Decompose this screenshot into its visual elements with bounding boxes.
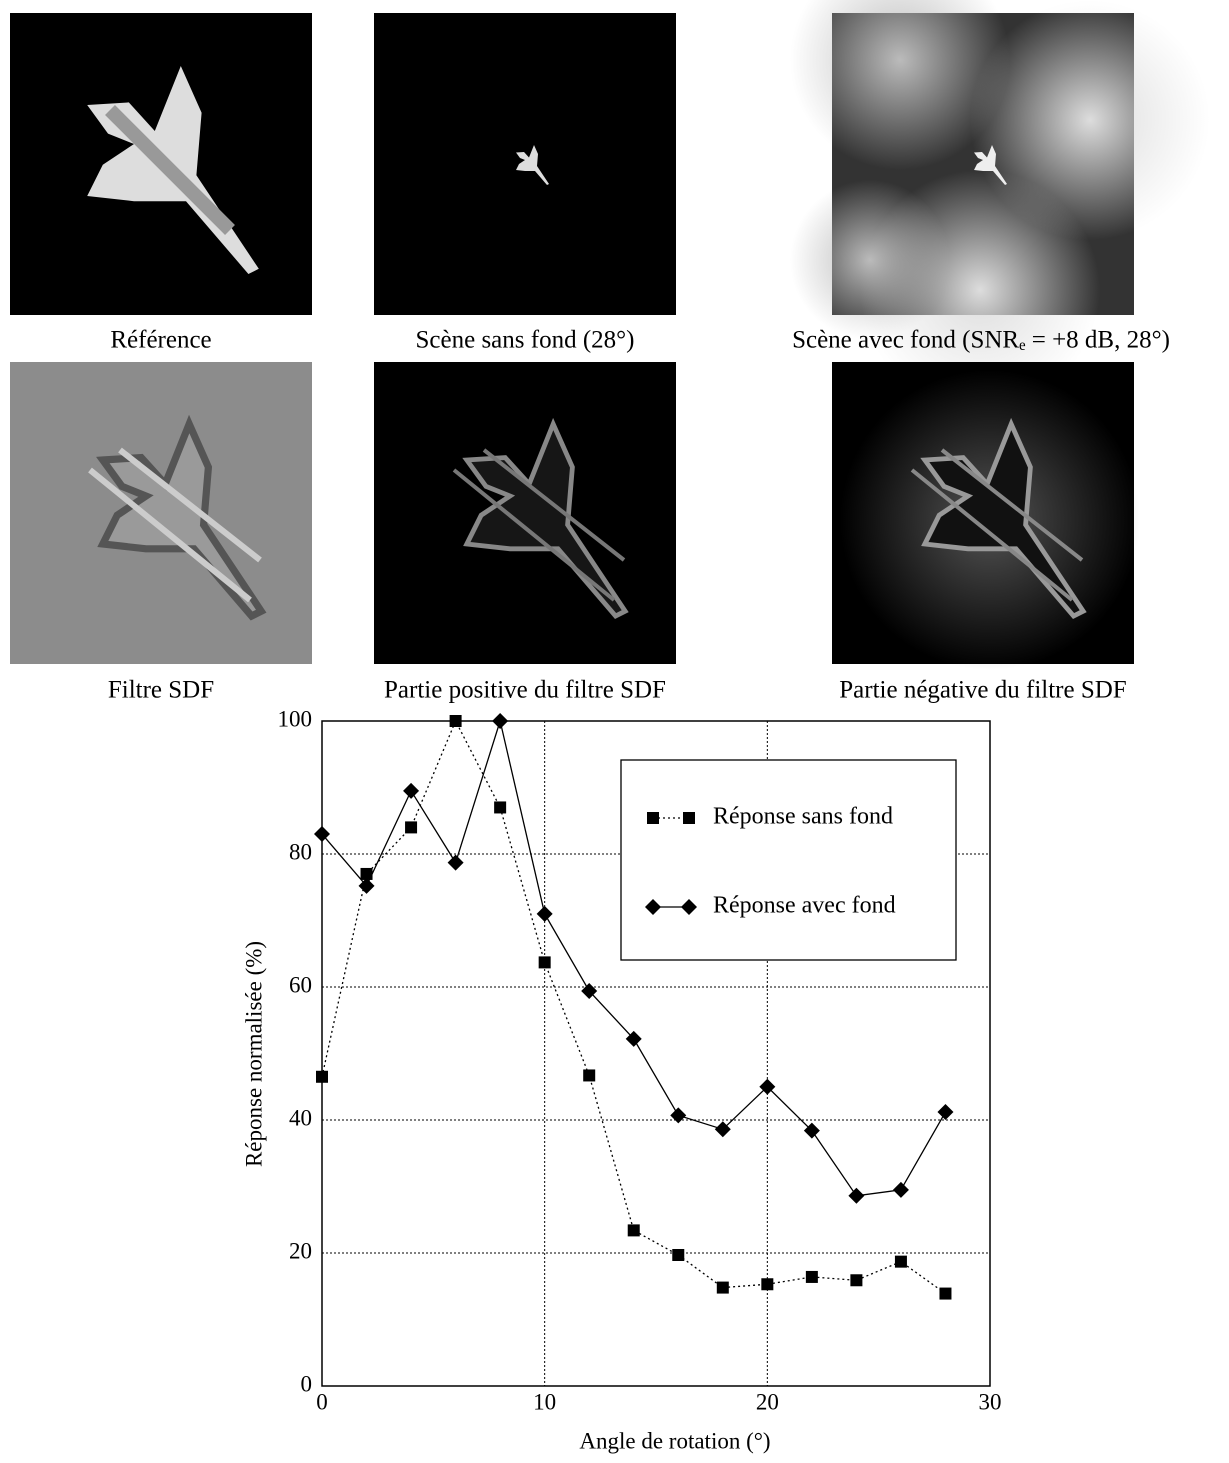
image-sdf-filter	[10, 362, 312, 664]
image-reference	[10, 13, 312, 315]
marker	[681, 899, 697, 915]
x-axis-label: Angle de rotation (°)	[579, 1428, 770, 1453]
marker	[892, 1181, 909, 1198]
marker	[314, 826, 330, 843]
series-line	[321, 719, 946, 1295]
marker	[625, 1030, 642, 1047]
marker	[645, 899, 661, 915]
y-tick-label: 80	[289, 839, 312, 864]
marker	[358, 877, 375, 894]
caption: Partie positive du filtre SDF	[384, 677, 666, 704]
marker	[316, 1070, 328, 1083]
y-tick-label: 20	[289, 1238, 312, 1263]
x-tick-label: 0	[316, 1389, 328, 1414]
marker	[683, 812, 695, 824]
marker	[939, 1287, 952, 1300]
caption: Filtre SDF	[108, 677, 214, 704]
marker	[403, 782, 420, 799]
marker	[494, 801, 507, 814]
y-tick-label: 100	[278, 706, 313, 731]
marker	[716, 1281, 729, 1294]
marker	[581, 982, 598, 999]
marker	[583, 1069, 596, 1082]
marker	[447, 854, 464, 871]
marker	[360, 867, 373, 880]
marker	[894, 1255, 907, 1268]
marker	[714, 1121, 731, 1138]
caption: Scène avec fond (SNRₑ = +8 dB, 28°)	[792, 327, 1170, 354]
image-scene-no-background	[374, 13, 676, 315]
image-positive-part	[374, 362, 676, 664]
marker	[848, 1187, 865, 1204]
marker	[492, 713, 509, 729]
plot-frame	[321, 720, 991, 1387]
y-tick-label: 0	[301, 1371, 313, 1396]
caption: Référence	[110, 327, 211, 354]
marker	[538, 956, 551, 969]
x-tick-label: 30	[979, 1389, 1002, 1414]
caption: Partie négative du filtre SDF	[839, 677, 1126, 704]
legend: Réponse sans fond Réponse avec fond	[620, 759, 957, 961]
marker	[805, 1270, 818, 1283]
marker	[627, 1224, 640, 1237]
legend-box	[620, 759, 957, 961]
caption: Scène sans fond (28°)	[416, 327, 635, 354]
x-tick-label: 20	[756, 1389, 779, 1414]
marker	[803, 1122, 820, 1139]
y-tick-label: 40	[289, 1105, 312, 1130]
x-tick-label: 10	[533, 1389, 556, 1414]
y-axis-label: Réponse normalisée (%)	[241, 941, 266, 1167]
marker	[670, 1107, 687, 1124]
image-scene-background	[790, 0, 1210, 410]
legend-label: Réponse avec fond	[713, 893, 896, 919]
legend-label: Réponse sans fond	[713, 804, 893, 830]
marker	[405, 821, 418, 834]
marker	[759, 1078, 776, 1095]
marker	[672, 1248, 685, 1261]
marker	[449, 715, 462, 727]
marker	[647, 812, 659, 824]
marker	[761, 1278, 774, 1291]
y-tick-label: 60	[289, 972, 312, 997]
marker	[850, 1274, 863, 1287]
image-negative-part	[832, 362, 1140, 670]
marker	[536, 905, 553, 922]
marker	[937, 1104, 954, 1121]
